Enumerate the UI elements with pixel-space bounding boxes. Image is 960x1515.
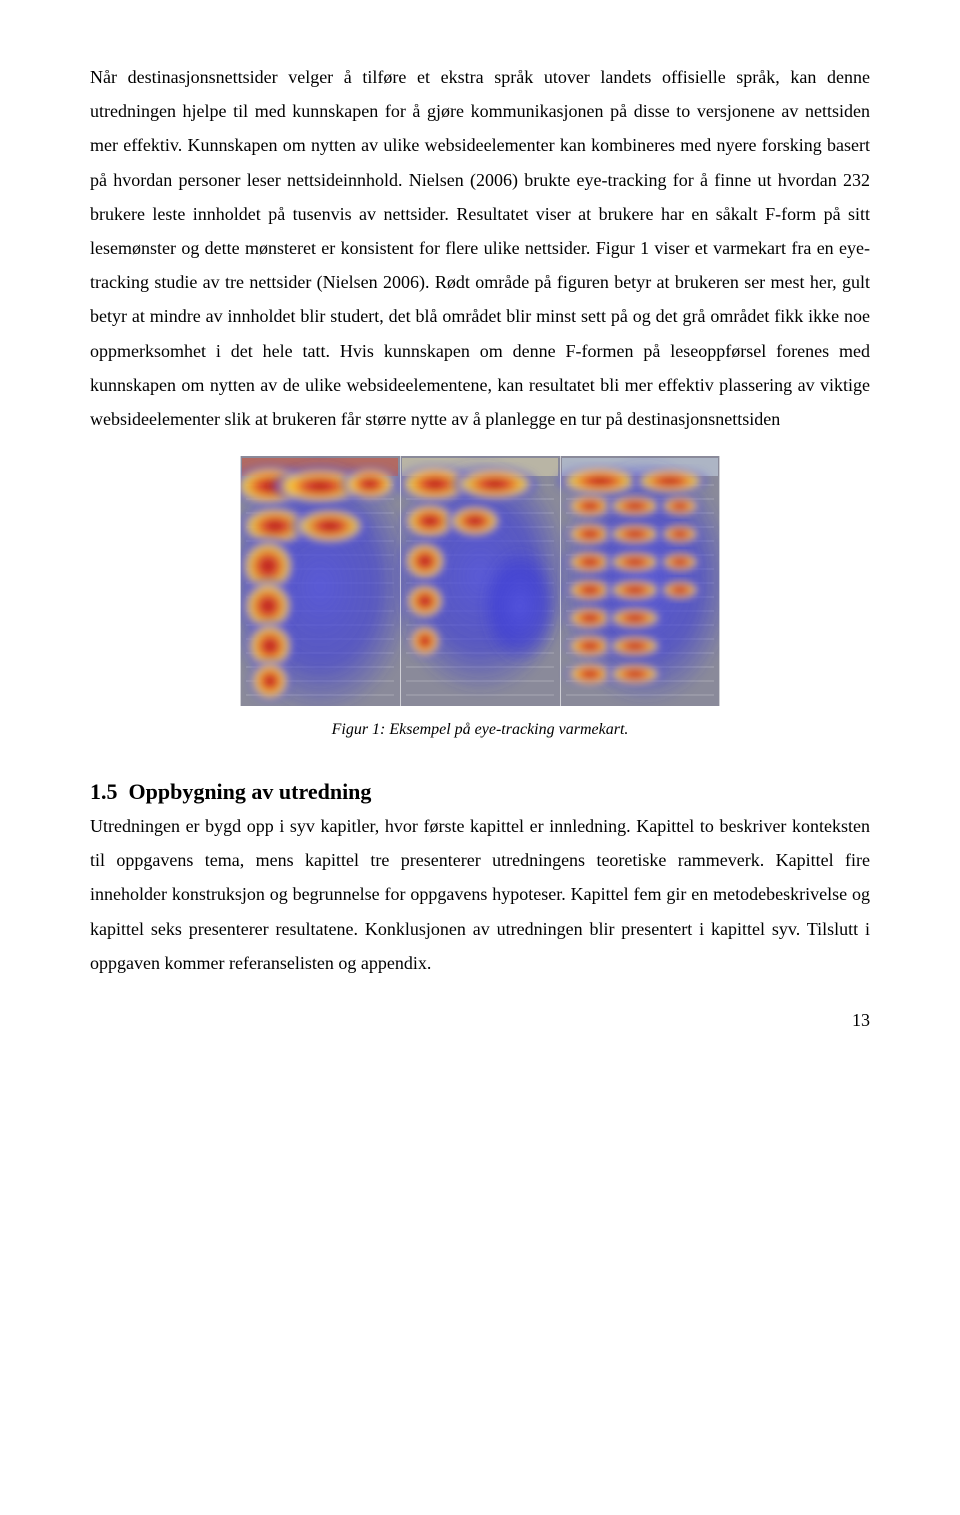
page: Når destinasjonsnettsider velger å tilfø…	[0, 0, 960, 1071]
figure-1-caption: Figur 1: Eksempel på eye-tracking varmek…	[90, 721, 870, 739]
section-heading-1-5: 1.5 Oppbygning av utredning	[90, 779, 870, 805]
page-number: 13	[90, 1010, 870, 1031]
figure-1	[90, 456, 870, 711]
section-title: Oppbygning av utredning	[129, 779, 372, 804]
heatmap-image	[240, 456, 720, 706]
section-number: 1.5	[90, 779, 118, 804]
paragraph-1: Når destinasjonsnettsider velger å tilfø…	[90, 60, 870, 436]
paragraph-2: Utredningen er bygd opp i syv kapitler, …	[90, 809, 870, 980]
